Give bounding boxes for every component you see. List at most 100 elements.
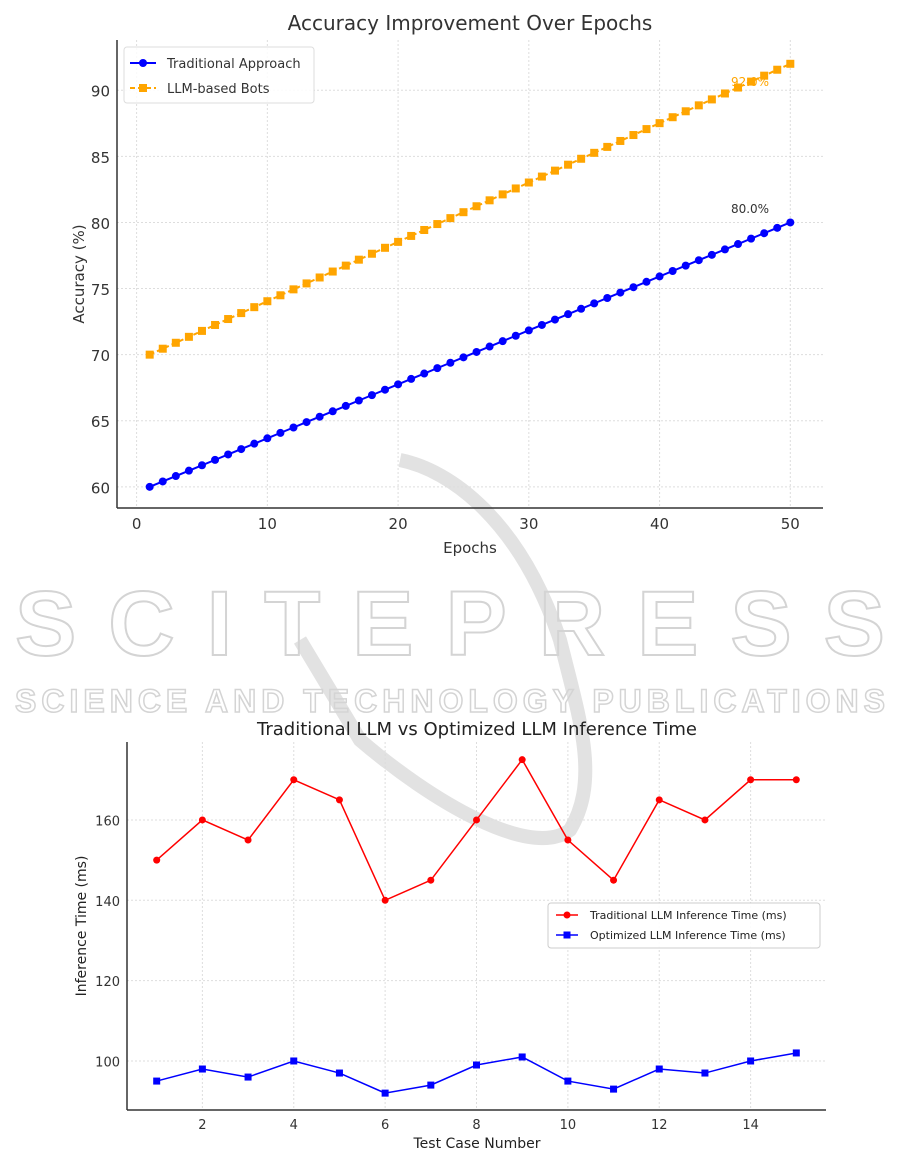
legend-label-optimized: Optimized LLM Inference Time (ms) xyxy=(590,929,786,942)
data-point xyxy=(407,231,416,240)
data-point xyxy=(610,1085,618,1093)
data-point xyxy=(290,776,298,784)
data-point xyxy=(394,380,403,389)
data-point xyxy=(250,303,259,312)
data-point xyxy=(564,1077,572,1085)
data-point xyxy=(681,107,690,116)
data-point xyxy=(701,816,709,824)
data-point xyxy=(577,154,586,163)
data-point xyxy=(328,267,337,276)
x-tick-label: 0 xyxy=(132,515,142,533)
x-tick-label: 2 xyxy=(198,1118,206,1133)
data-point xyxy=(485,342,494,351)
data-point xyxy=(773,65,782,74)
data-point xyxy=(244,836,252,844)
data-point xyxy=(459,208,468,217)
data-point xyxy=(473,816,480,824)
data-point xyxy=(668,267,677,276)
data-point xyxy=(707,95,716,104)
y-tick-label: 100 xyxy=(95,1055,120,1070)
data-point xyxy=(211,320,220,329)
data-point xyxy=(511,184,520,193)
data-point xyxy=(498,337,507,346)
data-point xyxy=(681,261,690,270)
data-point xyxy=(276,428,285,437)
y-tick-label: 75 xyxy=(91,281,110,299)
data-point xyxy=(263,297,272,306)
data-point xyxy=(792,1049,800,1057)
data-point xyxy=(427,876,435,884)
data-point xyxy=(747,776,755,784)
legend: Traditional Approach LLM-based Bots xyxy=(123,46,315,104)
data-point xyxy=(511,331,520,340)
data-point xyxy=(197,461,206,470)
data-point xyxy=(367,391,376,400)
data-point xyxy=(537,320,546,329)
data-point xyxy=(518,756,526,764)
data-point xyxy=(354,396,363,405)
y-tick-label: 85 xyxy=(91,149,110,167)
data-point xyxy=(198,816,206,824)
legend-label-traditional: Traditional Approach xyxy=(166,57,301,72)
data-point xyxy=(381,243,390,252)
data-point xyxy=(734,83,743,92)
data-point xyxy=(655,1065,663,1073)
data-point xyxy=(315,273,324,282)
data-point xyxy=(537,172,546,181)
data-point xyxy=(276,291,285,300)
data-point xyxy=(485,196,494,205)
data-point xyxy=(629,283,638,292)
x-tick-label: 20 xyxy=(389,515,408,533)
data-point xyxy=(550,315,559,324)
data-point xyxy=(211,455,220,464)
data-point xyxy=(367,249,376,258)
data-point xyxy=(590,299,599,308)
x-tick-label: 14 xyxy=(742,1118,759,1133)
data-point xyxy=(289,423,298,432)
data-point xyxy=(427,1081,435,1089)
data-point xyxy=(446,358,455,367)
data-point xyxy=(289,285,298,294)
data-point xyxy=(720,245,729,254)
y-tick-label: 60 xyxy=(91,479,110,497)
data-point xyxy=(459,353,468,362)
data-point xyxy=(302,418,311,427)
y-tick-label: 140 xyxy=(95,895,120,910)
y-tick-label: 80 xyxy=(91,215,110,233)
series-line xyxy=(149,62,791,356)
data-point xyxy=(197,326,206,335)
x-tick-label: 10 xyxy=(258,515,277,533)
data-point xyxy=(694,101,703,110)
data-point xyxy=(473,1061,480,1069)
data-point xyxy=(616,288,625,297)
data-point xyxy=(153,1077,161,1085)
data-point xyxy=(642,277,651,286)
data-point xyxy=(394,237,403,246)
data-point xyxy=(224,450,233,459)
data-point xyxy=(302,279,311,288)
legend-marker-traditional xyxy=(139,59,147,67)
data-point xyxy=(171,472,180,481)
x-tick-label: 40 xyxy=(650,515,669,533)
x-tick-label: 12 xyxy=(651,1118,668,1133)
x-axis-label: Epochs xyxy=(443,539,497,557)
data-point xyxy=(603,142,612,151)
data-point xyxy=(244,1073,252,1081)
data-point xyxy=(433,220,442,229)
data-point xyxy=(773,223,782,232)
data-point xyxy=(250,439,259,448)
data-point xyxy=(734,240,743,249)
data-point xyxy=(158,477,167,486)
data-point xyxy=(655,796,663,804)
data-point xyxy=(341,401,350,410)
x-tick-label: 30 xyxy=(519,515,538,533)
x-tick-label: 8 xyxy=(472,1118,480,1133)
data-point xyxy=(655,272,664,281)
data-point xyxy=(433,364,442,373)
data-point xyxy=(446,214,455,223)
data-point xyxy=(720,89,729,98)
y-axis-label: Inference Time (ms) xyxy=(74,856,90,997)
legend-box xyxy=(547,902,821,949)
x-tick-label: 10 xyxy=(560,1118,577,1133)
